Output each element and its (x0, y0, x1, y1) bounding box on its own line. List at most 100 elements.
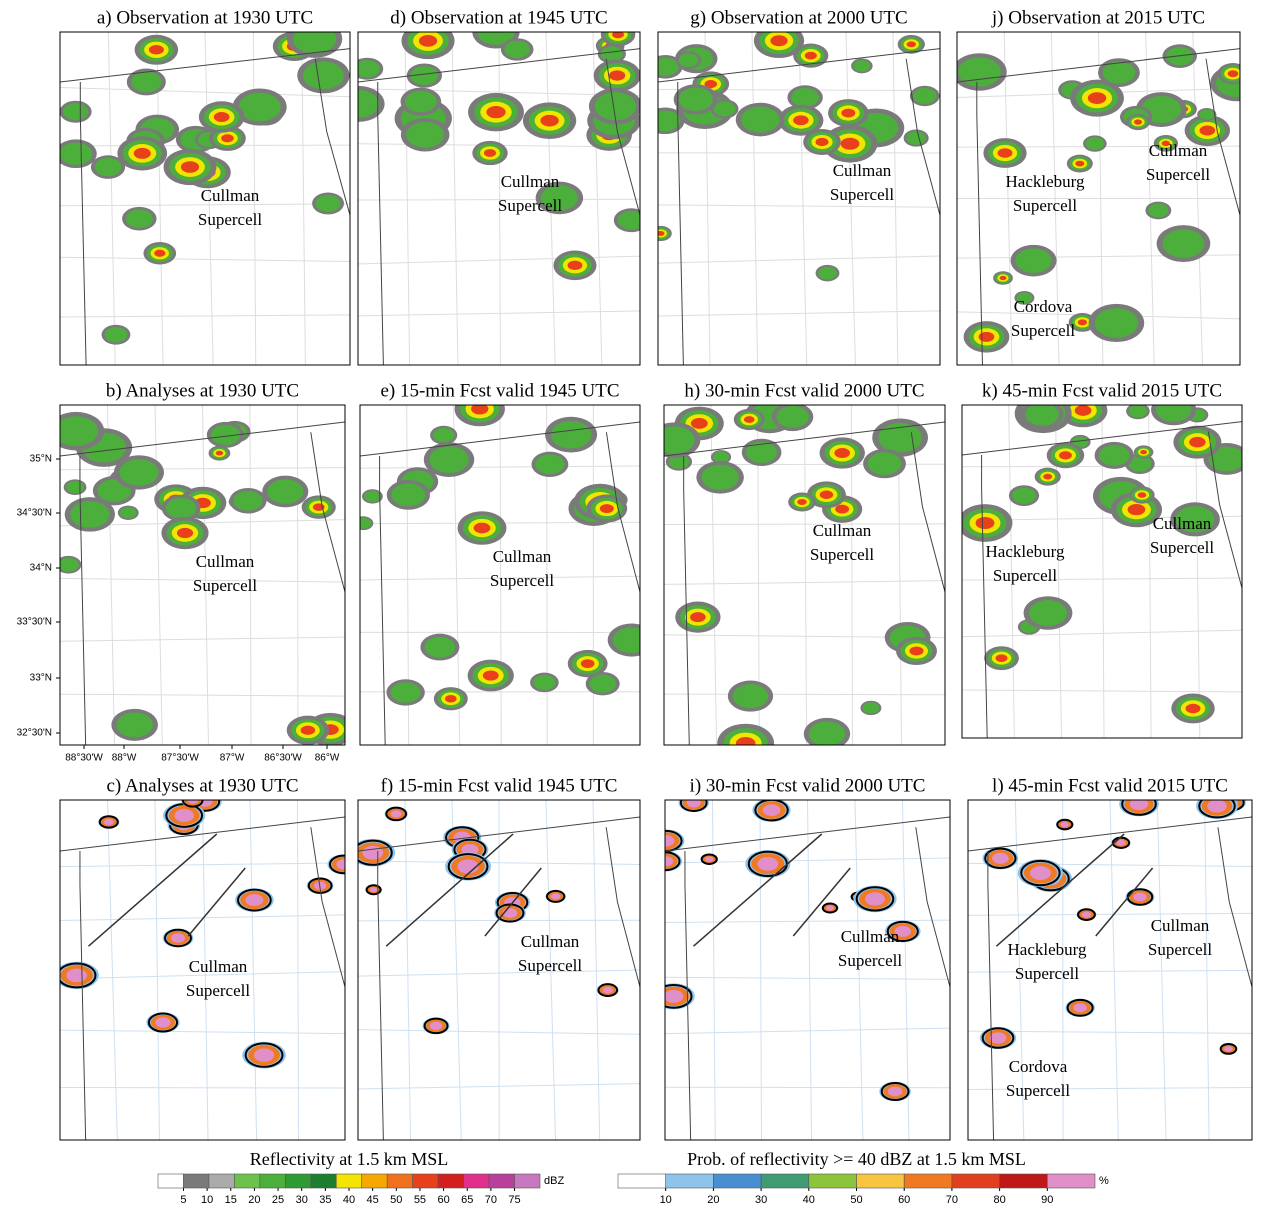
prob (174, 809, 193, 822)
county-line (108, 32, 115, 365)
colorbar-tick-label: 25 (272, 1194, 284, 1206)
storm-label: Cullman (813, 521, 872, 540)
boundary (996, 834, 1124, 946)
echo (425, 637, 456, 658)
echo (301, 726, 316, 735)
colorbar-tick-label: 70 (946, 1194, 958, 1206)
prob (551, 893, 560, 899)
echo (1086, 137, 1104, 150)
echo (214, 112, 230, 122)
county-line (298, 800, 299, 1140)
echo (355, 518, 371, 529)
prob (66, 969, 86, 983)
colorbar-tick-label: 70 (485, 1194, 497, 1206)
echo (474, 523, 491, 534)
echo (809, 722, 845, 747)
echo (835, 505, 849, 514)
echo (433, 428, 454, 442)
echo (841, 138, 860, 150)
colorbar-box (260, 1174, 285, 1188)
map-panel: j) Observation at 2015 UTCCullmanSuperce… (952, 7, 1261, 365)
map-panel: l) 45-min Fcst valid 2015 UTCCullmanSupe… (968, 775, 1252, 1140)
colorbar-box (336, 1174, 361, 1188)
panel-title: f) 15-min Fcst valid 1945 UTC (381, 775, 618, 796)
echo (1029, 600, 1067, 626)
county-line (405, 800, 411, 1140)
colorbar-tick-label: 45 (367, 1194, 379, 1206)
colorbar-box (362, 1174, 387, 1188)
echo (618, 211, 645, 229)
storm-label: Cullman (521, 932, 580, 951)
storm-label: Supercell (1015, 964, 1079, 983)
echo (746, 442, 777, 463)
prob (336, 859, 351, 869)
echo (650, 111, 680, 132)
storm-label: Supercell (810, 545, 874, 564)
boundary (485, 868, 541, 936)
map-panel: g) Observation at 2000 UTCCullmanSuperce… (646, 7, 940, 365)
figure: a) Observation at 1930 UTCCullmanSuperce… (0, 0, 1261, 1209)
echo (429, 446, 468, 473)
county-line (593, 800, 600, 1140)
echo (1025, 403, 1059, 426)
echo (863, 702, 879, 713)
echo (907, 41, 916, 47)
echo (391, 682, 421, 702)
echo (714, 101, 736, 116)
echo (909, 646, 923, 655)
county-line (155, 800, 159, 1140)
colorbar-tick-label: 15 (225, 1194, 237, 1206)
colorbar-tick-label: 30 (755, 1194, 767, 1206)
echo (841, 109, 855, 118)
echo (131, 72, 161, 93)
storm-label: Supercell (490, 571, 554, 590)
echo (177, 528, 193, 538)
storm-label: Cullman (501, 172, 560, 191)
echo (652, 58, 679, 76)
prob (430, 1022, 442, 1030)
county-line (968, 913, 1252, 915)
echo (589, 675, 616, 693)
lon-label: 87°W (220, 753, 245, 764)
echo (906, 131, 926, 144)
lon-label: 87°30'W (161, 753, 199, 764)
echo (63, 103, 88, 120)
echo (1134, 119, 1142, 124)
echo (419, 35, 437, 47)
colorbar-box (1047, 1174, 1095, 1188)
colorbar-tick-label: 20 (707, 1194, 719, 1206)
echo (293, 24, 336, 53)
map-content (353, 392, 656, 745)
storm-label: Supercell (838, 951, 902, 970)
state-border (916, 827, 950, 987)
echo (770, 35, 787, 46)
panel-title: e) 15-min Fcst valid 1945 UTC (380, 380, 619, 401)
echo (733, 684, 768, 708)
panel-title: g) Observation at 2000 UTC (690, 7, 907, 28)
echo (690, 612, 706, 622)
echo (483, 670, 499, 680)
echo (364, 491, 380, 502)
colorbar-box (183, 1174, 208, 1188)
storm-label: Cullman (1153, 514, 1212, 533)
echo (654, 426, 694, 453)
echo (853, 60, 870, 71)
map-content (350, 800, 640, 1140)
echo (119, 459, 158, 486)
echo (1189, 437, 1205, 447)
prob (370, 887, 378, 892)
lat-label: 34°30'N (17, 508, 52, 519)
echo (536, 455, 565, 475)
storm-label: Supercell (1146, 165, 1210, 184)
echo (1103, 61, 1136, 83)
lon-label: 88°W (112, 753, 137, 764)
boundary (793, 868, 850, 936)
colorbar-box (857, 1174, 905, 1188)
storm-label: Cullman (1149, 141, 1208, 160)
echo (1228, 70, 1239, 77)
echo (216, 451, 223, 456)
boundary (89, 834, 217, 946)
colorbar-tick-label: 5 (180, 1194, 186, 1206)
county-line (664, 581, 945, 585)
